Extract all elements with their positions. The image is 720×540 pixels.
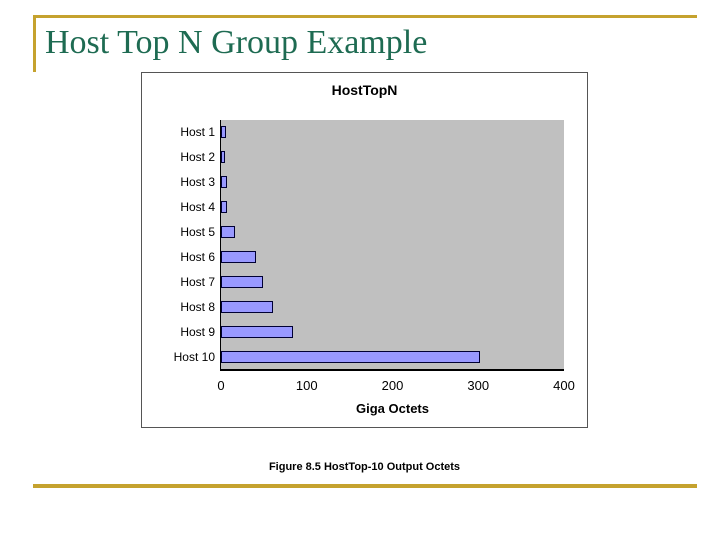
bar-row [221,245,564,270]
bar-host-1 [221,126,226,139]
bar-host-2 [221,151,225,164]
bar-host-8 [221,300,273,313]
bar-host-7 [221,275,264,288]
category-label: Host 6 [180,249,215,264]
category-label: Host 1 [180,125,215,140]
bar-row [221,344,564,369]
figure-caption: Figure 8.5 HostTop-10 Output Octets [268,461,461,473]
x-tick-label: 0 [217,378,225,393]
category-label: Host 7 [180,274,215,289]
x-tick-label: 400 [553,378,575,393]
chart-title: HostTopN [331,82,398,98]
x-axis-tick-labels: 0 100 200 300 400 [217,378,574,394]
bar-row [221,319,564,344]
bottom-gold-rule [33,484,697,488]
bar-row [221,220,564,245]
y-axis-category-labels: Host 1 Host 2 Host 3 Host 4 Host 5 Host 6 Host… [142,120,215,369]
bar-host-10 [221,350,481,363]
x-tick-label: 300 [467,378,490,393]
plot-area [220,120,564,371]
bar-host-6 [221,250,256,263]
x-tick-label: 100 [295,378,318,393]
category-label: Host 9 [180,324,215,339]
category-label: Host 10 [173,349,215,364]
bar-row [221,120,564,145]
bar-host-9 [221,325,294,338]
bar-host-3 [221,176,228,189]
bar-row [221,170,564,195]
category-label: Host 5 [180,225,215,240]
bar-host-5 [221,226,235,239]
bar-row [221,294,564,319]
bar-row [221,195,564,220]
bar-row [221,145,564,170]
bar-row [221,269,564,294]
x-tick-label: 200 [381,378,404,393]
category-label: Host 4 [180,200,215,215]
page-title: Host Top N Group Example [45,24,428,61]
top-gold-rule [33,15,697,18]
bar-host-4 [221,201,228,214]
category-label: Host 2 [180,150,215,165]
category-label: Host 3 [180,175,215,190]
x-axis-label: Giga Octets [356,401,429,416]
category-label: Host 8 [180,299,215,314]
left-gold-rule [33,15,36,72]
